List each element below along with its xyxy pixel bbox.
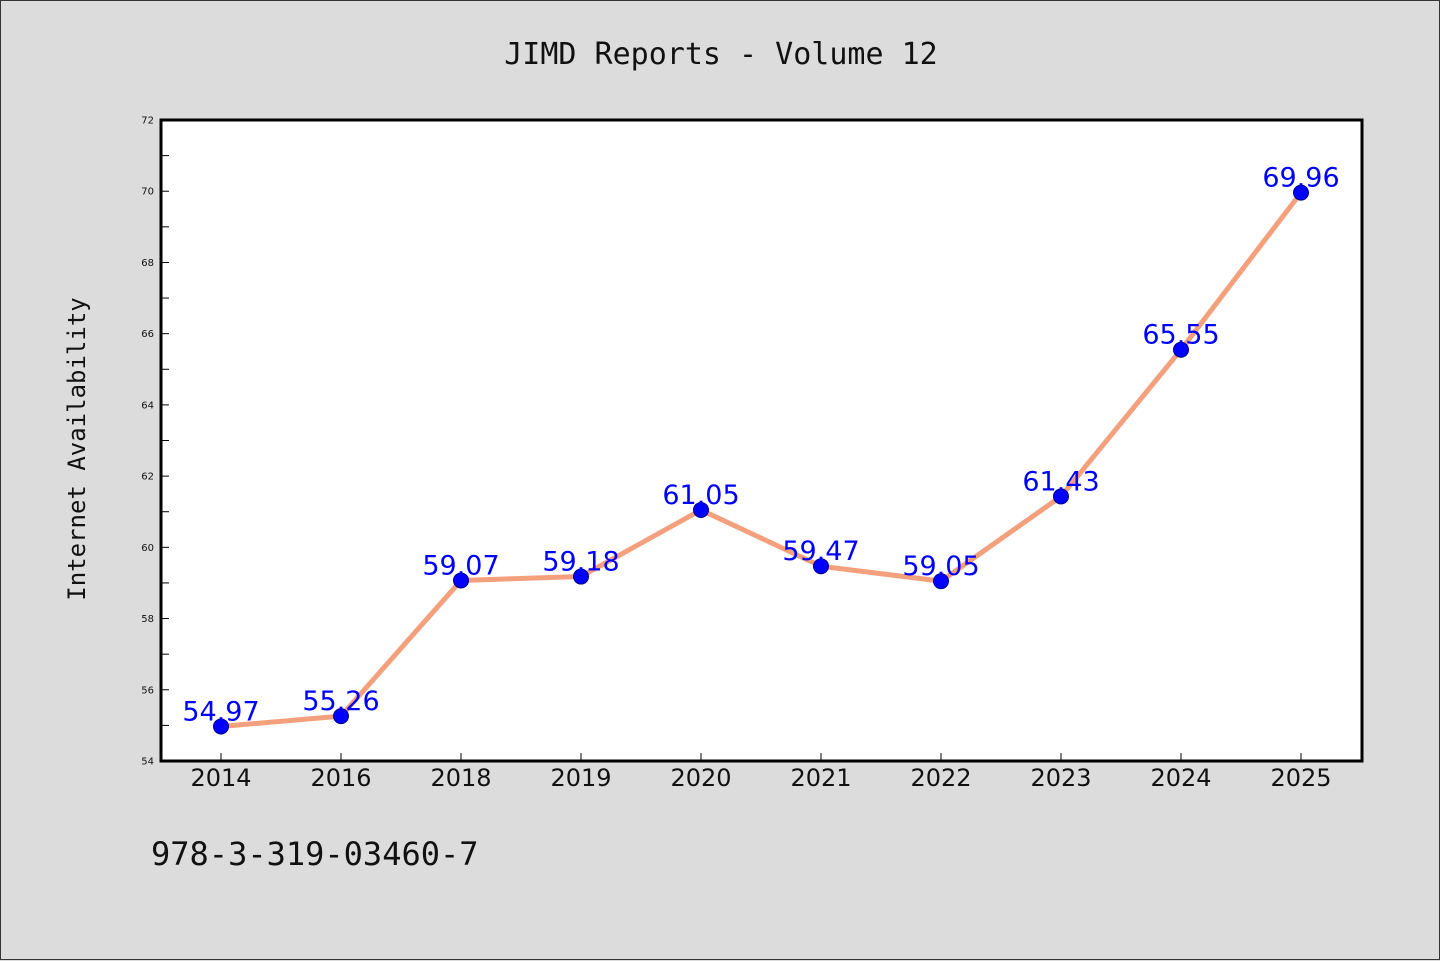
data-point-marker — [813, 558, 829, 575]
data-point-label: 59.07 — [422, 550, 499, 581]
chart-title: JIMD Reports - Volume 12 — [504, 37, 937, 72]
data-point-label: 65.55 — [1142, 320, 1219, 351]
data-point-marker — [1173, 341, 1189, 358]
x-tick-label: 2022 — [910, 764, 971, 792]
y-tick-label: 64 — [141, 400, 154, 411]
data-point-marker — [333, 708, 349, 725]
x-tick-label: 2025 — [1270, 764, 1331, 792]
data-point-marker — [693, 501, 709, 518]
y-tick-label: 66 — [141, 329, 154, 340]
y-tick-label: 72 — [141, 116, 154, 127]
data-point-label: 59.18 — [542, 547, 619, 578]
data-point-label: 54.97 — [182, 696, 259, 727]
data-point-marker — [573, 568, 589, 585]
y-axis-ticks: 54 56 58 60 62 64 66 68 70 72 — [141, 116, 169, 768]
x-tick-label: 2016 — [310, 764, 371, 792]
data-point-marker — [1053, 488, 1069, 505]
x-tick-label: 2024 — [1150, 764, 1211, 792]
y-tick-label: 62 — [141, 472, 154, 483]
y-tick-label: 54 — [141, 757, 154, 768]
data-point-marker — [213, 718, 229, 735]
data-point-label: 69.96 — [1262, 163, 1339, 194]
y-tick-label: 68 — [141, 258, 154, 269]
x-tick-label: 2014 — [190, 764, 251, 792]
y-tick-label: 58 — [141, 614, 154, 625]
series-markers — [213, 184, 1309, 735]
x-axis-ticks: 2014 2016 2018 2019 2020 2021 2022 2023 2024 2025 — [190, 753, 1332, 792]
data-labels: 54.97 55.26 59.07 59.18 61.05 59.47 59.05 61.43… — [182, 163, 1339, 728]
data-point-label: 59.05 — [902, 551, 979, 582]
x-tick-label: 2020 — [670, 764, 731, 792]
data-point-label: 59.47 — [782, 536, 859, 567]
plot-area — [159, 118, 1364, 763]
data-point-marker — [453, 572, 469, 589]
y-tick-label: 70 — [141, 187, 154, 198]
data-point-label: 55.26 — [302, 686, 379, 717]
x-tick-label: 2023 — [1030, 764, 1091, 792]
x-tick-label: 2019 — [550, 764, 611, 792]
series-line — [220, 191, 1303, 729]
y-axis-label: Internet Availability — [63, 297, 91, 600]
data-point-marker — [933, 573, 949, 590]
y-tick-label: 60 — [141, 543, 154, 554]
data-point-label: 61.43 — [1022, 466, 1099, 497]
data-point-label: 61.05 — [662, 480, 739, 511]
y-tick-label: 56 — [141, 685, 154, 696]
x-tick-label: 2021 — [790, 764, 851, 792]
isbn-text: 978-3-319-03460-7 — [151, 835, 479, 873]
data-point-marker — [1293, 184, 1309, 201]
x-tick-label: 2018 — [430, 764, 491, 792]
